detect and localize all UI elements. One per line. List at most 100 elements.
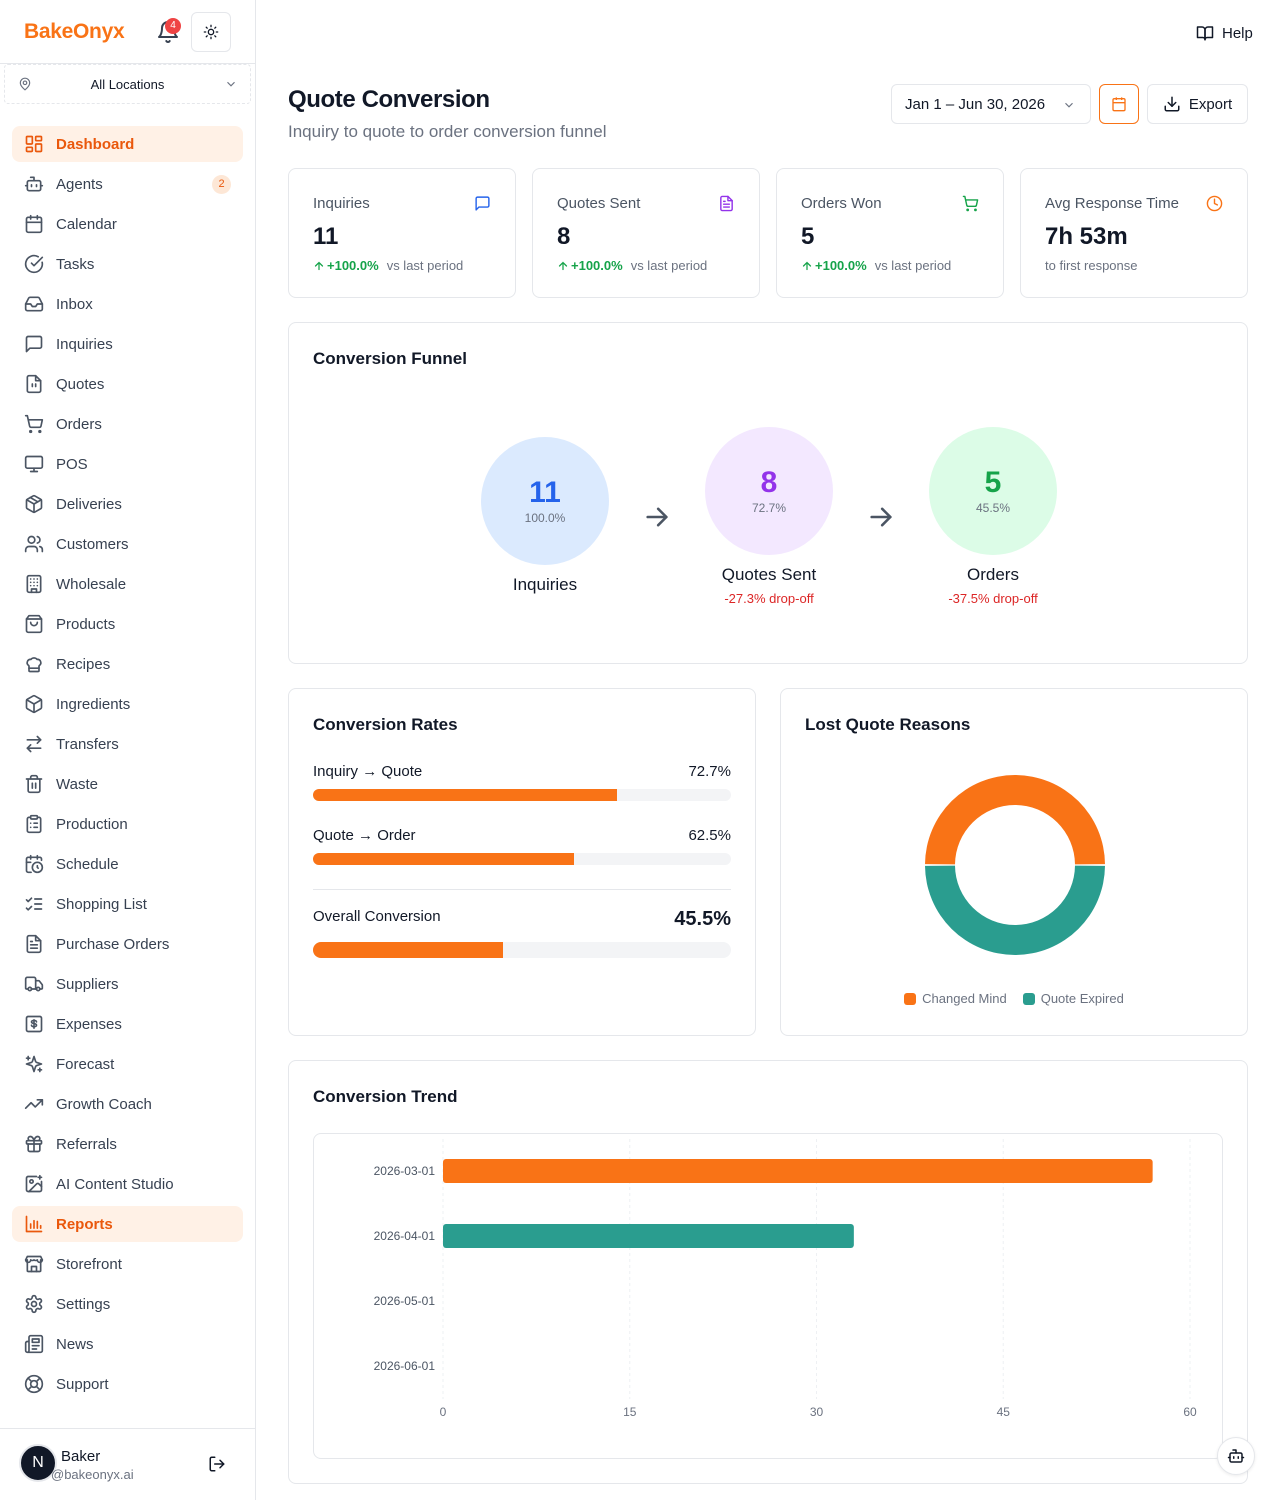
- brand-logo[interactable]: BakeOnyx: [24, 20, 125, 43]
- legend-item[interactable]: Changed Mind: [904, 991, 1007, 1006]
- funnel-stage-circle: 11 100.0%: [481, 437, 609, 565]
- sidebar-item-label: Forecast: [56, 1055, 115, 1073]
- y-category-label: 2026-04-01: [374, 1229, 436, 1243]
- export-button[interactable]: Export: [1147, 84, 1248, 124]
- sidebar-item-ai-content-studio[interactable]: AI Content Studio: [12, 1166, 243, 1202]
- donut-slice-quote-expired[interactable]: [925, 865, 1105, 956]
- sidebar-item-storefront[interactable]: Storefront: [12, 1246, 243, 1282]
- sidebar-item-label: Waste: [56, 775, 98, 793]
- sidebar-item-purchase-orders[interactable]: Purchase Orders: [12, 926, 243, 962]
- sidebar-item-waste[interactable]: Waste: [12, 766, 243, 802]
- lost-quote-reasons-title: Lost Quote Reasons: [805, 715, 971, 734]
- download-icon: [1164, 96, 1180, 112]
- clock-icon: [1206, 195, 1223, 212]
- sidebar-item-recipes[interactable]: Recipes: [12, 646, 243, 682]
- sidebar-item-calendar[interactable]: Calendar: [12, 206, 243, 242]
- package-icon: [25, 494, 43, 514]
- sidebar-item-label: Tasks: [56, 255, 95, 273]
- trend-bar[interactable]: [443, 1159, 1153, 1183]
- sidebar-item-label: Dashboard: [56, 135, 135, 153]
- transfer-icon: [26, 735, 42, 753]
- sidebar-item-wholesale[interactable]: Wholesale: [12, 566, 243, 602]
- funnel-stage-percent: 45.5%: [975, 501, 1011, 515]
- sidebar-item-dashboard[interactable]: Dashboard: [12, 126, 243, 162]
- sidebar-item-label: Recipes: [56, 655, 111, 673]
- sidebar-item-deliveries[interactable]: Deliveries: [12, 486, 243, 522]
- sun-icon: [203, 24, 219, 40]
- sidebar-item-transfers[interactable]: Transfers: [12, 726, 243, 762]
- kpi-title: Avg Response Time: [1045, 195, 1179, 212]
- calendar-picker-button[interactable]: [1099, 84, 1139, 124]
- sidebar-item-support[interactable]: Support: [12, 1366, 243, 1402]
- theme-toggle-button[interactable]: [191, 12, 231, 52]
- cart-icon: [24, 414, 44, 434]
- sidebar-item-products[interactable]: Products: [12, 606, 243, 642]
- sidebar-item-news[interactable]: News: [12, 1326, 243, 1362]
- sidebar-item-tasks[interactable]: Tasks: [12, 246, 243, 282]
- sidebar-item-orders[interactable]: Orders: [12, 406, 243, 442]
- funnel-card: Conversion Funnel 11 100.0% Inquiries 8 72.7…: [288, 322, 1248, 664]
- rate-progress-fill: [313, 789, 617, 801]
- sidebar-item-settings[interactable]: Settings: [12, 1286, 243, 1322]
- sidebar-nav: Dashboard Agents 2 Calendar Tasks Inbox Inquir…: [12, 126, 243, 1406]
- funnel-stage-label: Orders: [967, 565, 1019, 584]
- sidebar-item-label: Purchase Orders: [56, 935, 170, 953]
- sidebar-item-label: Agents: [56, 175, 103, 193]
- legend-label: Changed Mind: [922, 991, 1007, 1006]
- sidebar-item-agents[interactable]: Agents 2: [12, 166, 243, 202]
- location-label: All Locations: [90, 76, 165, 92]
- overall-conversion-value: 45.5%: [674, 908, 731, 930]
- sidebar-item-inbox[interactable]: Inbox: [12, 286, 243, 322]
- help-link[interactable]: Help: [1196, 24, 1253, 42]
- sidebar-item-shopping-list[interactable]: Shopping List: [12, 886, 243, 922]
- newspaper-icon: [24, 1334, 44, 1354]
- gift-icon: [25, 1135, 43, 1153]
- sidebar-item-ingredients[interactable]: Ingredients: [12, 686, 243, 722]
- sidebar-item-suppliers[interactable]: Suppliers: [12, 966, 243, 1002]
- kpi-value: 5: [801, 223, 815, 250]
- funnel-stage-label: Quotes Sent: [721, 565, 817, 584]
- trending-up-icon: [24, 1099, 44, 1109]
- date-range-select[interactable]: Jan 1 – Jun 30, 2026: [891, 84, 1091, 124]
- kpi-card-orders-won: Orders Won 5 +100.0% vs last period: [776, 168, 1004, 298]
- sidebar-item-reports[interactable]: Reports: [12, 1206, 243, 1242]
- sidebar-item-expenses[interactable]: Expenses: [12, 1006, 243, 1042]
- donut-slice-changed-mind[interactable]: [925, 774, 1105, 865]
- chart-legend: Changed Mind Quote Expired: [781, 991, 1247, 1006]
- page-title: Quote Conversion: [288, 86, 490, 113]
- avatar[interactable]: N: [19, 1444, 57, 1482]
- sidebar-item-quotes[interactable]: Quotes: [12, 366, 243, 402]
- sidebar-item-label: Growth Coach: [56, 1095, 152, 1113]
- sidebar-item-label: Reports: [56, 1215, 113, 1233]
- conversion-trend-bar-chart: 0 15 30 45 60 2026-03-01 2026-04-01 2026-05-01 2…: [374, 1139, 1197, 1419]
- assistant-chat-button[interactable]: [1217, 1437, 1255, 1475]
- legend-swatch: [904, 992, 917, 1005]
- legend-swatch: [1022, 992, 1035, 1005]
- x-tick-label: 60: [1183, 1405, 1197, 1419]
- sidebar-item-growth-coach[interactable]: Growth Coach: [12, 1086, 243, 1122]
- user-name: Baker: [61, 1448, 101, 1465]
- sidebar-item-production[interactable]: Production: [12, 806, 243, 842]
- user-panel: N Baker @bakeonyx.ai: [0, 1428, 255, 1500]
- image-sparkle-icon: [25, 1174, 43, 1193]
- file-text-icon: [26, 934, 42, 954]
- sidebar-item-pos[interactable]: POS: [12, 446, 243, 482]
- trend-bar[interactable]: [443, 1224, 854, 1248]
- location-selector[interactable]: All Locations: [4, 64, 251, 104]
- sidebar-item-schedule[interactable]: Schedule: [12, 846, 243, 882]
- calendar-icon: [25, 214, 43, 234]
- funnel-stage-value: 11: [529, 476, 561, 509]
- logout-button[interactable]: [208, 1455, 226, 1478]
- sidebar-item-referrals[interactable]: Referrals: [12, 1126, 243, 1162]
- funnel-stage-value: 8: [760, 466, 778, 499]
- sidebar-item-inquiries[interactable]: Inquiries: [12, 326, 243, 362]
- legend-item[interactable]: Quote Expired: [1022, 991, 1124, 1006]
- sidebar-item-label: Calendar: [56, 215, 117, 233]
- logout-icon: [209, 1456, 225, 1472]
- kpi-footer: +100.0% vs last period: [313, 258, 463, 273]
- kpi-footer: +100.0% vs last period: [557, 258, 707, 273]
- life-buoy-icon: [24, 1374, 44, 1394]
- sidebar-item-forecast[interactable]: Forecast: [12, 1046, 243, 1082]
- sidebar-item-customers[interactable]: Customers: [12, 526, 243, 562]
- rate-value: 62.5%: [688, 827, 731, 844]
